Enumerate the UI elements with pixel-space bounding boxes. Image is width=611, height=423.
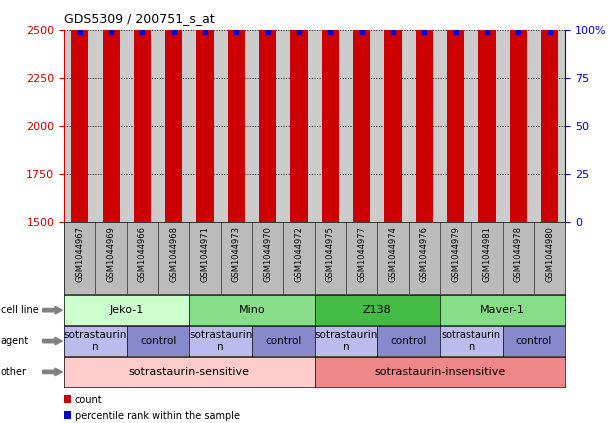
Text: sotrastaurin-sensitive: sotrastaurin-sensitive bbox=[129, 367, 250, 377]
Bar bbox=[71, 0, 89, 222]
Bar bbox=[290, 0, 307, 222]
Text: control: control bbox=[390, 336, 427, 346]
Text: Mino: Mino bbox=[239, 305, 265, 315]
Text: GSM1044969: GSM1044969 bbox=[107, 226, 115, 282]
Text: GSM1044972: GSM1044972 bbox=[295, 226, 304, 282]
Bar bbox=[415, 0, 433, 222]
Text: GSM1044979: GSM1044979 bbox=[451, 226, 460, 282]
Text: GSM1044967: GSM1044967 bbox=[75, 226, 84, 282]
Text: sotrastaurin
n: sotrastaurin n bbox=[314, 330, 378, 352]
Bar bbox=[384, 0, 401, 222]
Text: GSM1044966: GSM1044966 bbox=[138, 226, 147, 282]
Bar bbox=[197, 0, 214, 222]
Text: GSM1044970: GSM1044970 bbox=[263, 226, 272, 282]
Bar bbox=[103, 0, 120, 222]
Text: Jeko-1: Jeko-1 bbox=[109, 305, 144, 315]
Text: percentile rank within the sample: percentile rank within the sample bbox=[75, 411, 240, 421]
Text: sotrastaurin
n: sotrastaurin n bbox=[64, 330, 127, 352]
Text: Maver-1: Maver-1 bbox=[480, 305, 525, 315]
Text: cell line: cell line bbox=[1, 305, 38, 315]
Text: GSM1044976: GSM1044976 bbox=[420, 226, 429, 282]
Text: GSM1044980: GSM1044980 bbox=[545, 226, 554, 282]
Bar bbox=[259, 0, 276, 222]
Bar bbox=[478, 0, 496, 222]
Bar bbox=[541, 0, 558, 222]
Bar bbox=[353, 0, 370, 222]
Text: GDS5309 / 200751_s_at: GDS5309 / 200751_s_at bbox=[64, 12, 215, 25]
Text: control: control bbox=[265, 336, 302, 346]
Text: GSM1044978: GSM1044978 bbox=[514, 226, 522, 282]
Bar bbox=[165, 0, 182, 222]
Text: Z138: Z138 bbox=[363, 305, 392, 315]
Text: sotrastaurin-insensitive: sotrastaurin-insensitive bbox=[375, 367, 505, 377]
Text: count: count bbox=[75, 395, 102, 405]
Bar bbox=[134, 0, 151, 222]
Text: agent: agent bbox=[1, 336, 29, 346]
Text: GSM1044981: GSM1044981 bbox=[483, 226, 491, 282]
Text: GSM1044973: GSM1044973 bbox=[232, 226, 241, 282]
Text: GSM1044977: GSM1044977 bbox=[357, 226, 366, 282]
Text: control: control bbox=[140, 336, 177, 346]
Bar bbox=[510, 0, 527, 222]
Text: other: other bbox=[1, 367, 27, 377]
Text: control: control bbox=[516, 336, 552, 346]
Text: GSM1044975: GSM1044975 bbox=[326, 226, 335, 282]
Text: sotrastaurin
n: sotrastaurin n bbox=[189, 330, 252, 352]
Bar bbox=[447, 0, 464, 222]
Bar bbox=[322, 0, 339, 222]
Text: sotrastaurin
n: sotrastaurin n bbox=[442, 330, 501, 352]
Text: GSM1044971: GSM1044971 bbox=[200, 226, 210, 282]
Text: GSM1044968: GSM1044968 bbox=[169, 226, 178, 282]
Text: GSM1044974: GSM1044974 bbox=[389, 226, 397, 282]
Bar bbox=[228, 0, 245, 222]
